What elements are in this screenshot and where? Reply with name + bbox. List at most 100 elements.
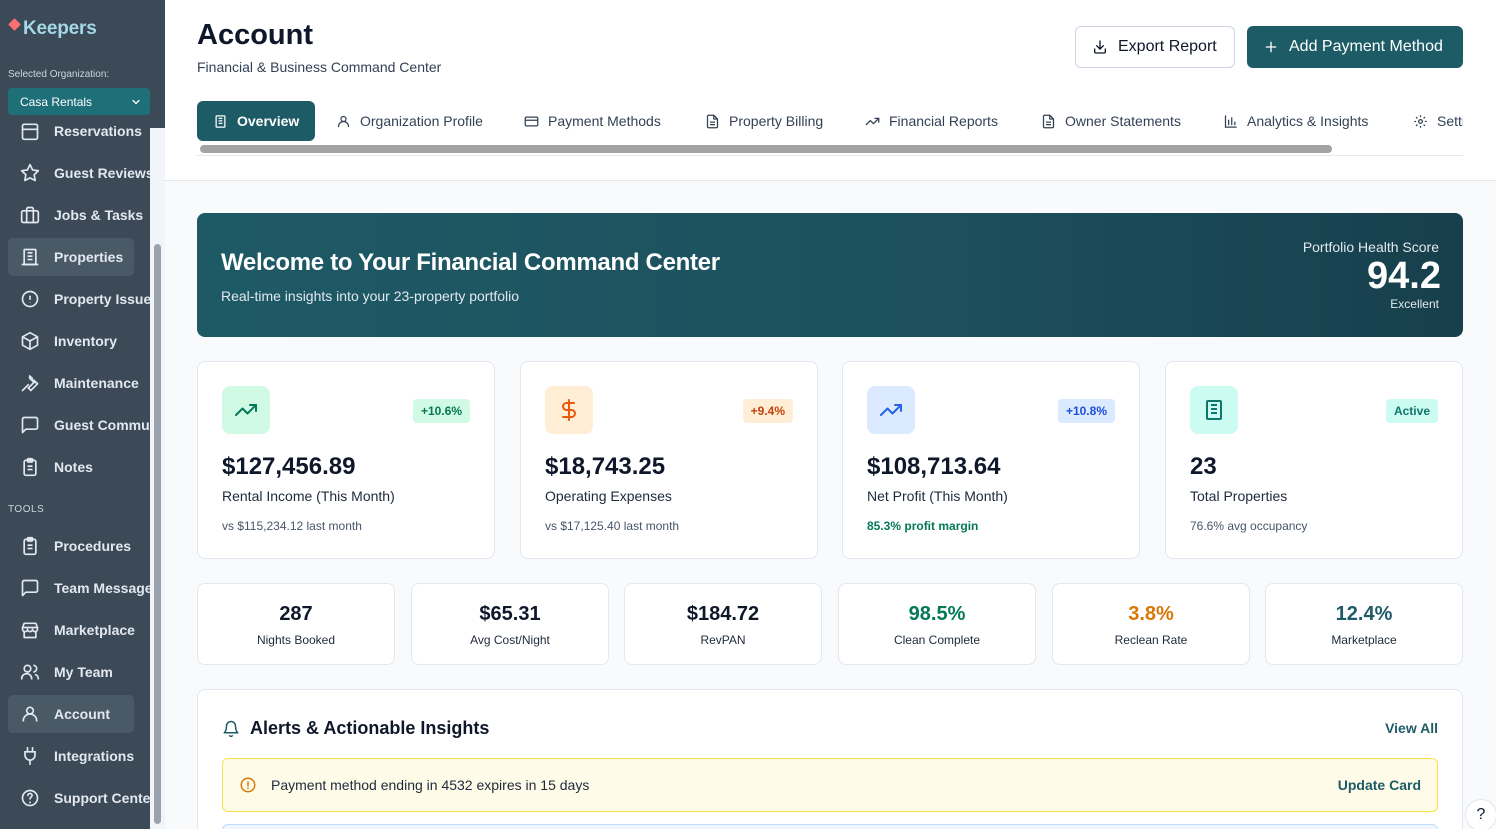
sidebar-item-integrations[interactable]: Integrations [8,737,165,775]
dollar-icon [562,399,576,421]
sidebar-item-label: Properties [54,249,124,265]
tab-analytics-insights[interactable]: Analytics & Insights [1207,101,1384,141]
sidebar-item-guest-reviews[interactable]: Guest Reviews [8,154,165,192]
box-icon [21,331,39,351]
sidebar-item-account[interactable]: Account [8,695,134,733]
plus-icon [1265,41,1277,53]
tab-label: Overview [237,113,300,129]
tools-section-label: TOOLS [8,504,45,515]
logo-diamond-icon [8,17,21,31]
page-title: Account [197,19,313,51]
sidebar-item-label: Team Messages [54,580,161,596]
card-label: Total Properties [1190,488,1288,504]
metric-value: 3.8% [1128,603,1174,625]
sidebar-item-procedures[interactable]: Procedures [8,527,165,565]
tab-settings[interactable]: Settings [1397,101,1463,141]
sidebar-item-my-team[interactable]: My Team [8,653,165,691]
sidebar-item-jobs-tasks[interactable]: Jobs & Tasks [8,196,165,234]
help-circle-icon [21,789,39,807]
card-icon-box [545,386,593,434]
status-badge: Active [1385,399,1438,423]
export-report-button[interactable]: Export Report [1075,26,1235,68]
card-label: Operating Expenses [545,488,672,504]
metric-value: 287 [279,603,313,625]
tab-label: Organization Profile [360,113,483,129]
help-button[interactable]: ? [1465,799,1496,829]
alerts-title: Alerts & Actionable Insights [222,718,489,739]
sidebar-item-property-issues[interactable]: Property Issues [8,280,165,318]
sidebar-item-maintenance[interactable]: Maintenance [8,364,165,402]
card-label: Net Profit (This Month) [867,488,1008,504]
tab-organization-profile[interactable]: Organization Profile [320,101,499,141]
metric-value: $65.31 [479,603,541,625]
calendar-icon [21,123,39,141]
card-value: 23 [1190,453,1217,480]
sidebar-item-label: Support Center [54,790,156,806]
alert-circle-icon [240,777,256,793]
tabs-scrollbar-thumb[interactable] [200,145,1332,153]
add-payment-method-label: Add Payment Method [1289,38,1443,55]
card-icon-box [222,386,270,434]
card-note: vs $17,125.40 last month [545,519,680,533]
tab-property-billing[interactable]: Property Billing [689,101,839,141]
tab-label: Financial Reports [889,113,998,129]
metric-label: Clean Complete [893,633,981,647]
metric-value: $184.72 [686,603,760,625]
alert-circle-icon [21,290,39,308]
org-select-label: Selected Organization: [8,69,110,80]
view-all-link[interactable]: View All [1385,720,1438,736]
metric-avg-cost-night: $65.31 Avg Cost/Night [411,583,609,665]
alerts-title-text: Alerts & Actionable Insights [250,718,490,738]
metric-marketplace: 12.4% Marketplace [1265,583,1463,665]
update-card-link[interactable]: Update Card [1337,777,1421,793]
building-icon [215,114,226,128]
metric-value: 12.4% [1335,603,1393,625]
stat-card-net-profit: +10.8% $108,713.64 Net Profit (This Mont… [842,361,1140,559]
sidebar-scrollbar[interactable] [150,128,165,829]
tab-financial-reports[interactable]: Financial Reports [849,101,1014,141]
sidebar-item-notes[interactable]: Notes [8,448,165,486]
tab-owner-statements[interactable]: Owner Statements [1025,101,1197,141]
card-note: vs $115,234.12 last month [222,519,362,533]
sidebar-item-reservations[interactable]: Reservations [8,112,165,150]
app-logo[interactable]: Keepers [8,17,97,40]
file-text-icon [1042,114,1055,128]
sidebar-scrollbar-thumb[interactable] [154,244,161,824]
org-select[interactable]: Casa Rentals [8,88,150,115]
sidebar-item-label: Procedures [54,538,132,554]
users-icon [20,664,40,680]
sidebar-item-label: Property Issues [54,291,160,307]
alert-item: Payment method ending in 4532 expires in… [222,758,1438,812]
user-icon [22,706,38,722]
sidebar-item-label: Jobs & Tasks [54,207,144,223]
sidebar-item-team-messages[interactable]: Team Messages [8,569,165,607]
wrench-icon [21,374,39,392]
star-icon [20,163,40,182]
app-name: Keepers [23,18,97,39]
sidebar-item-support-center[interactable]: Support Center [8,779,165,817]
card-note: 76.6% avg occupancy [1190,519,1308,533]
sidebar-item-properties[interactable]: Properties [8,238,134,276]
sidebar-item-marketplace[interactable]: Marketplace [8,611,165,649]
file-icon [706,114,719,128]
tabs-scrollbar[interactable] [197,141,1463,156]
tab-payment-methods[interactable]: Payment Methods [508,101,677,141]
store-icon [21,622,39,639]
tab-overview[interactable]: Overview [197,101,316,141]
gear-icon [1414,114,1427,128]
add-payment-method-button[interactable]: Add Payment Method [1247,26,1463,68]
health-score-value: 94.2 [1367,255,1441,297]
bar-chart-icon [1224,114,1237,128]
briefcase-icon [20,206,40,224]
metric-label: Avg Cost/Night [470,633,550,647]
sidebar-item-inventory[interactable]: Inventory [8,322,165,360]
stat-card-total-properties: Active 23 Total Properties 76.6% avg occ… [1165,361,1463,559]
metric-label: Marketplace [1331,633,1397,647]
message-square-icon [21,579,39,597]
health-score-status: Excellent [1390,297,1439,311]
tab-label: Analytics & Insights [1247,113,1369,129]
tab-label: Payment Methods [548,113,661,129]
sidebar-item-guest-communications[interactable]: Guest Communications [8,406,165,444]
sidebar-item-label: Reservations [54,123,142,139]
page-header: Account Financial & Business Command Cen… [165,0,1496,181]
